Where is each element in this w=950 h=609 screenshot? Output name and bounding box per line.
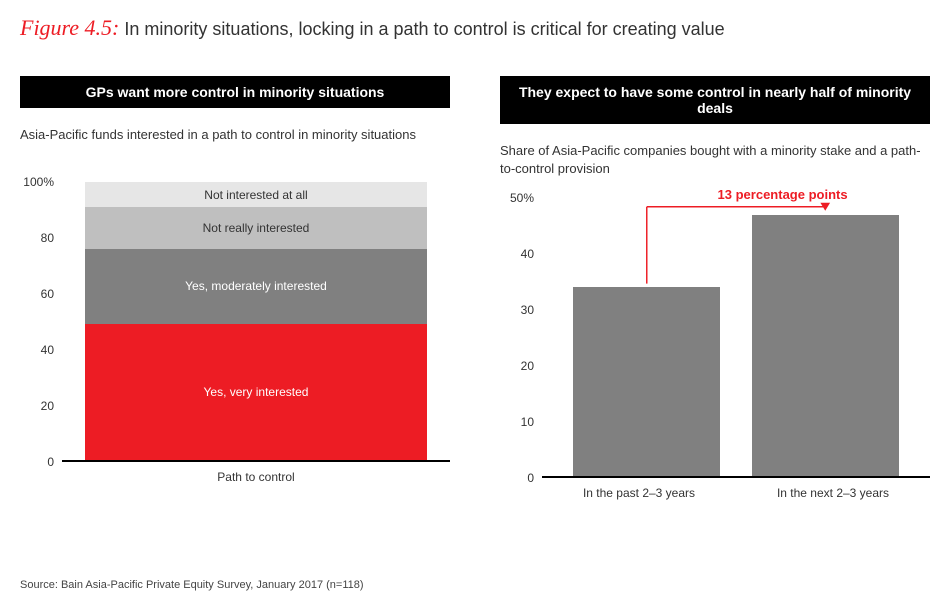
right-x-labels: In the past 2–3 yearsIn the next 2–3 yea…: [542, 478, 930, 500]
y-tick-label: 40: [500, 247, 534, 261]
y-tick-label: 30: [500, 303, 534, 317]
x-tick-label: In the past 2–3 years: [542, 486, 736, 500]
y-tick-label: 80: [20, 231, 54, 245]
left-chart-area: 020406080100% Yes, very interestedYes, m…: [20, 182, 450, 462]
right-panel-header: They expect to have some control in near…: [500, 76, 930, 124]
panels-container: GPs want more control in minority situat…: [20, 76, 930, 500]
left-y-axis: 020406080100%: [20, 182, 62, 462]
left-plot: Yes, very interestedYes, moderately inte…: [62, 182, 450, 462]
stacked-segment: Yes, very interested: [85, 324, 426, 460]
y-tick-label: 10: [500, 415, 534, 429]
stacked-segment: Not really interested: [85, 207, 426, 249]
bar: [752, 215, 899, 476]
y-tick-label: 0: [20, 455, 54, 469]
right-panel-subtitle: Share of Asia-Pacific companies bought w…: [500, 142, 930, 178]
x-tick-label: In the next 2–3 years: [736, 486, 930, 500]
right-plot: 13 percentage points: [542, 198, 930, 478]
right-panel: They expect to have some control in near…: [500, 76, 930, 500]
figure-number: Figure 4.5:: [20, 15, 119, 40]
bar-rect: [573, 287, 720, 476]
y-tick-label: 0: [500, 471, 534, 485]
y-tick-label: 100%: [20, 175, 54, 189]
y-tick-label: 50%: [500, 191, 534, 205]
y-tick-label: 20: [500, 359, 534, 373]
right-chart-area: 01020304050% 13 percentage points: [500, 198, 930, 478]
left-panel: GPs want more control in minority situat…: [20, 76, 450, 500]
callout-label: 13 percentage points: [658, 187, 906, 202]
y-tick-label: 40: [20, 343, 54, 357]
left-panel-subtitle: Asia-Pacific funds interested in a path …: [20, 126, 450, 162]
right-y-axis: 01020304050%: [500, 198, 542, 478]
figure-title-text: In minority situations, locking in a pat…: [124, 19, 724, 39]
stacked-segment: Not interested at all: [85, 182, 426, 207]
left-x-label: Path to control: [62, 462, 450, 484]
bar-rect: [752, 215, 899, 476]
stacked-bar: Yes, very interestedYes, moderately inte…: [85, 182, 426, 460]
source-note: Source: Bain Asia-Pacific Private Equity…: [20, 579, 364, 591]
left-panel-header: GPs want more control in minority situat…: [20, 76, 450, 108]
y-tick-label: 60: [20, 287, 54, 301]
stacked-segment: Yes, moderately interested: [85, 249, 426, 324]
y-tick-label: 20: [20, 399, 54, 413]
figure-title: Figure 4.5: In minority situations, lock…: [20, 15, 930, 41]
bar: [573, 287, 720, 476]
